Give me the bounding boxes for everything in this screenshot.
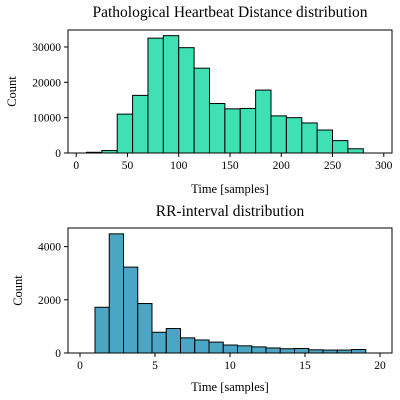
histogram-bar [224, 108, 241, 154]
histogram-bar [279, 348, 295, 354]
histogram-bar [222, 344, 238, 354]
chart-title: RR-interval distribution [156, 203, 305, 220]
histogram-bar [332, 140, 349, 154]
x-tick-label: 0 [77, 360, 83, 372]
histogram-bar [137, 303, 153, 354]
y-tick-label: 0 [55, 348, 61, 360]
histogram-bar [116, 113, 134, 154]
chart-pathological-heartbeat-distance: 0 50 100 150 200 250 300 0 10000 20000 30000 Pathol… [5, 4, 393, 196]
x-tick-label: 5 [152, 360, 158, 372]
histogram-bar [316, 129, 334, 154]
y-tick-label: 30000 [32, 42, 61, 54]
histogram-bar [294, 347, 310, 354]
histogram-bar [265, 347, 281, 354]
histogram-bar [162, 35, 180, 154]
histogram-bar [208, 341, 224, 354]
histogram-bar [193, 67, 210, 154]
x-tick-label: 250 [324, 160, 342, 172]
histogram-bar [132, 94, 149, 154]
y-tick-label: 4000 [38, 242, 61, 254]
histogram-bar [194, 339, 210, 354]
bars [94, 233, 367, 354]
y-tick-label: 20000 [32, 77, 61, 89]
chart-title: Pathological Heartbeat Distance distribu… [92, 4, 367, 21]
x-tick-label: 10 [224, 360, 236, 372]
histogram-bar [165, 328, 181, 354]
x-axis-label: Time [samples] [191, 380, 269, 394]
y-axis-label: Count [11, 275, 25, 306]
histogram-bar [147, 37, 164, 154]
x-tick-label: 150 [221, 160, 239, 172]
histogram-bar [180, 337, 196, 354]
bars [85, 35, 364, 154]
histogram-bar [239, 107, 257, 154]
y-tick-label: 10000 [32, 113, 61, 125]
histogram-bar [285, 117, 303, 154]
histogram-bar [151, 331, 167, 354]
x-tick-label: 300 [375, 160, 393, 172]
histogram-bar [251, 346, 267, 354]
x-tick-label: 0 [73, 160, 79, 172]
y-axis-label: Count [5, 76, 19, 107]
x-tick-label: 200 [273, 160, 291, 172]
x-tick-label: 100 [170, 160, 188, 172]
histogram-bar [270, 115, 287, 154]
histogram-bar [123, 266, 139, 354]
histogram-bar [237, 345, 253, 354]
histogram-bar [255, 89, 272, 154]
x-tick-label: 50 [122, 160, 134, 172]
histogram-bar [108, 233, 124, 354]
chart-rr-interval: 0 5 10 15 20 0 2000 4000 RR-interval distributio… [11, 203, 393, 394]
x-tick-label: 15 [299, 360, 311, 372]
histogram-bar [351, 349, 367, 354]
histogram-bar [94, 306, 110, 354]
histogram-bar [178, 47, 195, 154]
histogram-bar [301, 122, 318, 154]
x-tick-label: 20 [374, 360, 386, 372]
histogram-bar [208, 103, 226, 154]
histogram-bar [347, 148, 364, 154]
y-tick-label: 0 [55, 148, 61, 160]
y-tick-label: 2000 [38, 295, 61, 307]
x-axis-label: Time [samples] [191, 182, 269, 196]
